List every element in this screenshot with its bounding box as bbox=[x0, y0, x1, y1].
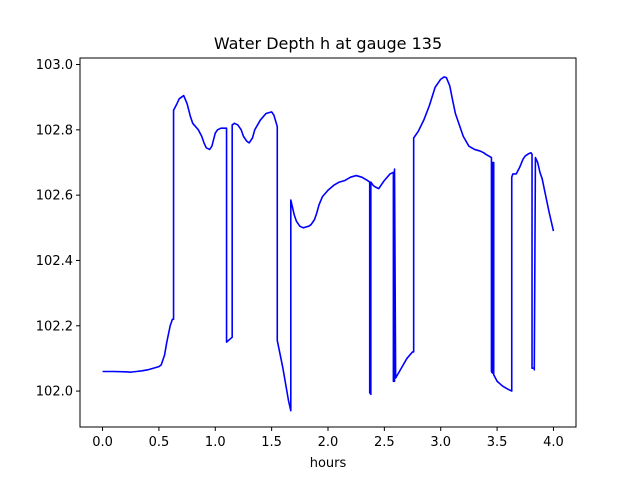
series-line-water-depth bbox=[102, 76, 555, 412]
x-tick-label: 1.0 bbox=[205, 435, 226, 450]
y-axis: 102.0 102.2 102.4 102.6 102.8 103.0 bbox=[36, 58, 80, 400]
x-tick-label: 2.5 bbox=[374, 435, 395, 450]
plot-area bbox=[102, 76, 555, 412]
x-tick-label: 3.5 bbox=[487, 435, 508, 450]
y-tick-label: 102.0 bbox=[36, 385, 73, 400]
y-tick-label: 103.0 bbox=[36, 58, 73, 73]
x-tick-label: 3.0 bbox=[430, 435, 451, 450]
x-tick-label: 1.5 bbox=[261, 435, 282, 450]
y-tick-label: 102.6 bbox=[36, 189, 73, 204]
x-tick-label: 2.0 bbox=[318, 435, 339, 450]
x-tick-label: 0.0 bbox=[92, 435, 113, 450]
y-tick-label: 102.2 bbox=[36, 319, 73, 334]
x-axis: 0.0 0.5 1.0 1.5 2.0 2.5 3.0 3.5 4.0 bbox=[92, 427, 564, 450]
x-axis-label: hours bbox=[310, 456, 347, 471]
y-tick-label: 102.8 bbox=[36, 123, 73, 138]
x-tick-label: 4.0 bbox=[543, 435, 564, 450]
x-tick-label: 0.5 bbox=[149, 435, 170, 450]
y-tick-label: 102.4 bbox=[36, 254, 73, 269]
chart-title: Water Depth h at gauge 135 bbox=[214, 34, 442, 53]
